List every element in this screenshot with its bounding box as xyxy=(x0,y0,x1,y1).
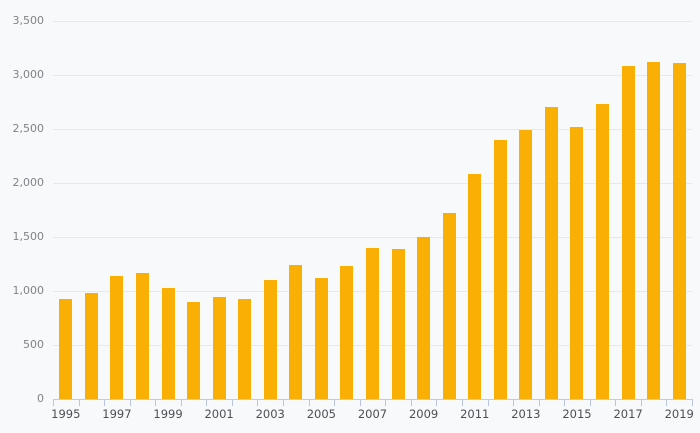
x-axis-tick-mark xyxy=(257,400,259,406)
gridline-3500 xyxy=(53,21,692,22)
x-axis-tick-mark xyxy=(78,400,80,406)
x-axis-tick-mark xyxy=(129,400,131,406)
y-axis-label: 500 xyxy=(23,338,44,351)
x-axis-label: 1999 xyxy=(153,407,183,421)
bar-2012[interactable] xyxy=(493,140,507,399)
bar-2017[interactable] xyxy=(621,65,635,399)
bar-2013[interactable] xyxy=(519,130,533,399)
bar-2010[interactable] xyxy=(442,212,456,399)
bar-2003[interactable] xyxy=(263,279,277,399)
x-axis-label: 1995 xyxy=(51,407,81,421)
x-axis-label: 2011 xyxy=(460,407,490,421)
x-axis-tick-mark xyxy=(564,400,566,406)
bar-1999[interactable] xyxy=(161,287,175,399)
bar-2014[interactable] xyxy=(544,107,558,399)
gridline-3000 xyxy=(53,75,692,76)
x-axis-tick-mark xyxy=(334,400,336,406)
y-axis-label: 0 xyxy=(37,392,44,405)
bar-1997[interactable] xyxy=(110,276,124,399)
x-axis-tick-mark xyxy=(410,400,412,406)
x-axis-tick-mark xyxy=(692,400,693,406)
x-axis-label: 1997 xyxy=(102,407,132,421)
x-axis-tick-mark xyxy=(104,400,106,406)
bar-2007[interactable] xyxy=(366,247,379,399)
y-axis-label: 2,000 xyxy=(12,176,45,189)
x-axis-label: 2017 xyxy=(613,407,643,421)
y-axis-label: 3,500 xyxy=(12,14,45,27)
x-axis-tick-mark xyxy=(461,400,463,406)
x-axis-tick-mark xyxy=(231,400,233,406)
x-axis-tick-mark xyxy=(359,400,361,406)
bar-1998[interactable] xyxy=(135,272,149,399)
y-axis-label: 2,500 xyxy=(12,122,45,135)
x-axis-label: 2015 xyxy=(562,407,592,421)
x-axis-label: 2007 xyxy=(357,407,388,421)
bar-2006[interactable] xyxy=(340,265,354,399)
x-axis-label: 2003 xyxy=(255,407,285,421)
bar-2004[interactable] xyxy=(289,264,303,399)
x-axis-tick-mark xyxy=(206,400,208,406)
x-axis-tick-mark xyxy=(385,400,387,406)
x-axis-label: 2009 xyxy=(408,407,439,421)
bar-2019[interactable] xyxy=(672,62,686,399)
bar-2011[interactable] xyxy=(468,174,482,399)
bar-1996[interactable] xyxy=(84,293,98,399)
y-axis-label: 1,500 xyxy=(12,230,45,243)
x-axis-tick-mark xyxy=(283,400,285,406)
x-axis-label: 2005 xyxy=(306,407,337,421)
x-axis-label: 2001 xyxy=(204,407,234,421)
bar-2009[interactable] xyxy=(417,237,431,399)
bar-2016[interactable] xyxy=(596,104,610,399)
x-axis-tick-mark xyxy=(308,400,310,406)
bar-1995[interactable] xyxy=(59,298,73,399)
bar-2001[interactable] xyxy=(212,297,226,399)
y-axis-label: 1,000 xyxy=(12,284,45,297)
x-axis-label: 2013 xyxy=(511,407,541,421)
bar-2002[interactable] xyxy=(238,298,252,399)
bar-2008[interactable] xyxy=(391,249,405,399)
x-axis-tick-mark xyxy=(666,400,668,406)
bar-2005[interactable] xyxy=(314,278,328,399)
x-axis-tick-mark xyxy=(640,400,642,406)
x-axis-label: 2019 xyxy=(664,407,694,421)
bar-2015[interactable] xyxy=(570,127,584,399)
x-axis-tick-mark xyxy=(53,400,54,406)
x-axis-tick-mark xyxy=(487,400,489,406)
x-axis-tick-mark xyxy=(538,400,540,406)
bar-2018[interactable] xyxy=(647,61,661,399)
x-axis-tick-mark xyxy=(180,400,182,406)
bar-2000[interactable] xyxy=(187,301,201,399)
x-axis-tick-mark xyxy=(436,400,438,406)
y-axis-label: 3,000 xyxy=(12,68,45,81)
x-axis-tick-mark xyxy=(155,400,157,406)
x-axis-tick-mark xyxy=(513,400,515,406)
x-axis-line xyxy=(53,399,693,400)
x-axis-tick-mark xyxy=(589,400,591,406)
x-axis-tick-mark xyxy=(615,400,617,406)
